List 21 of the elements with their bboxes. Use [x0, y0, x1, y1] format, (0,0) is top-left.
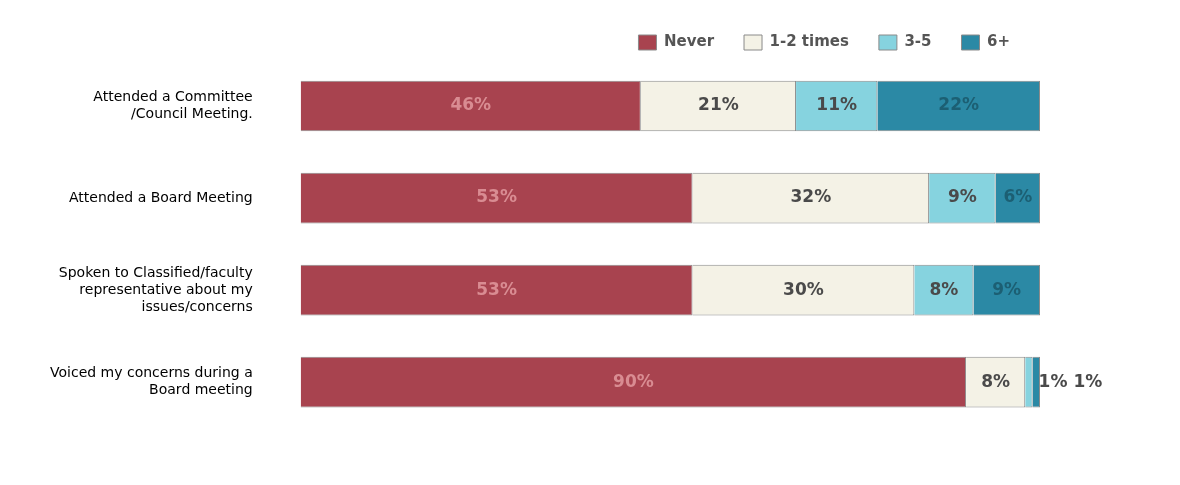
legend-label: Never [663, 32, 715, 51]
data-label: 90% [613, 370, 654, 391]
data-label: 53% [476, 186, 517, 207]
data-label: 46% [450, 94, 492, 115]
data-label: 32% [790, 186, 832, 207]
data-label: 30% [783, 278, 824, 299]
data-label: 21% [698, 94, 739, 115]
y-tick-label: Spoken to Classified/faculty representative about my issues/concerns [58, 263, 253, 314]
data-label: 9% [947, 186, 977, 207]
y-tick-label: Voiced my concerns during a Board meeting [50, 364, 253, 398]
data-label: 1% [1073, 370, 1103, 391]
y-tick-label: Attended a Board Meeting [69, 188, 253, 205]
legend-label: 6+ [986, 32, 1011, 51]
data-label: 1% [1038, 370, 1068, 391]
data-label: 8% [981, 370, 1011, 391]
data-label: 11% [816, 94, 858, 115]
data-label: 53% [476, 278, 517, 299]
legend-label: 1-2 times [769, 32, 849, 51]
legend-label: 3-5 [904, 32, 932, 51]
data-label: 8% [929, 278, 959, 299]
y-tick-label: Attended a Committee /Council Meeting. [93, 88, 253, 122]
